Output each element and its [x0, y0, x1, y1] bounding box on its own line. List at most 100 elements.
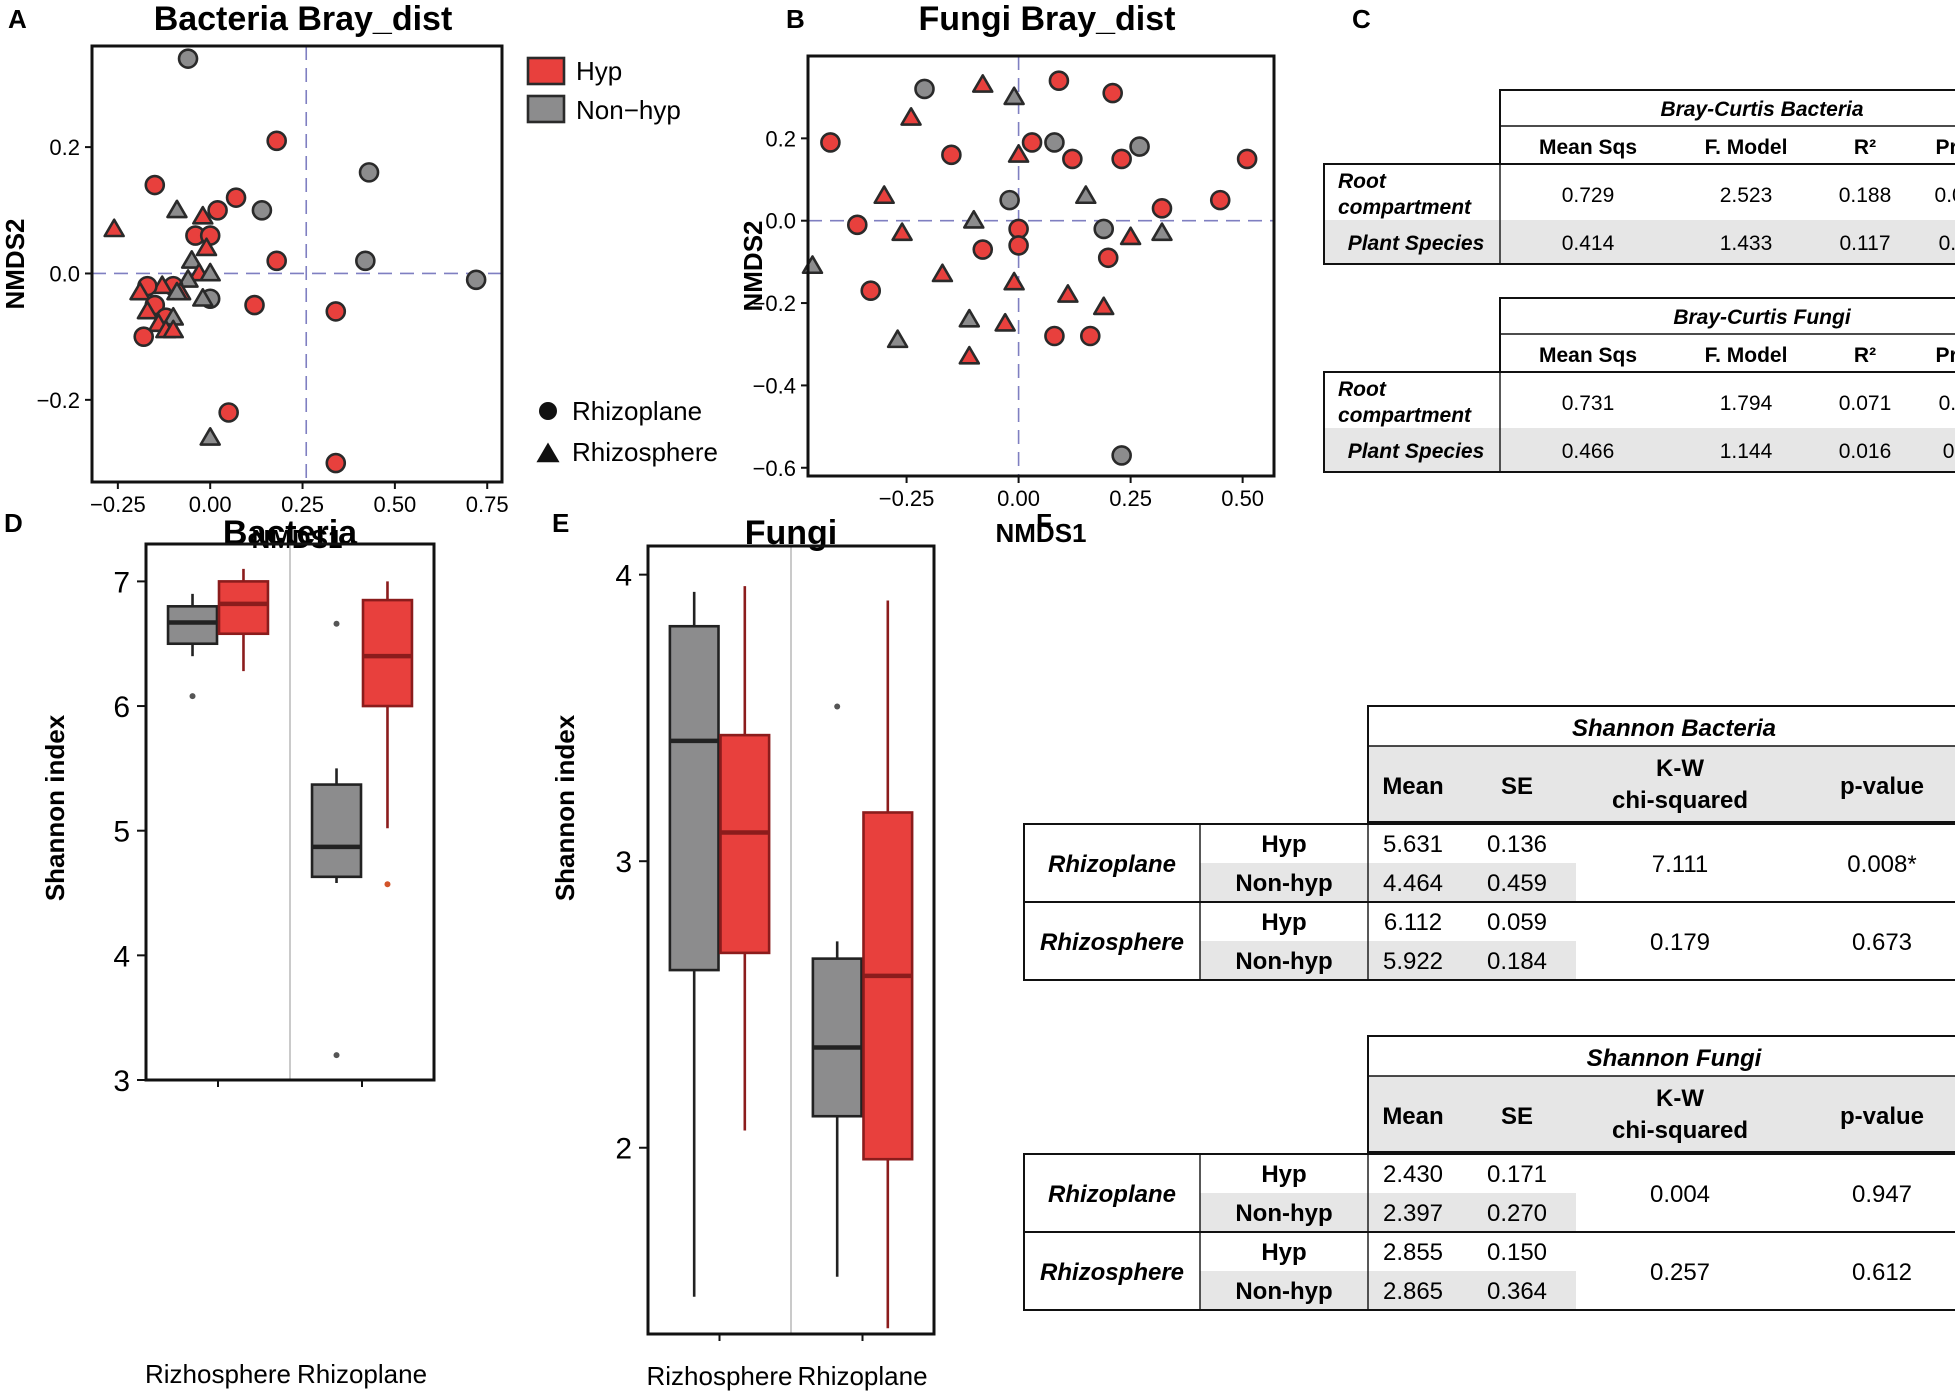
data-point	[166, 281, 188, 301]
x-tick-label: 0.00	[997, 486, 1040, 511]
scatter-panel-b: Fungi Bray_dist −0.25 0.00 0.25 0.50 −0.6 −0.4…	[738, 0, 1276, 548]
data-point	[1075, 185, 1097, 205]
data-point	[914, 78, 935, 100]
table-column-header: SE	[1501, 773, 1533, 800]
legend-nonhyp-swatch	[526, 94, 566, 124]
table-cell: 0.136	[1487, 831, 1547, 858]
data-point	[1151, 198, 1173, 219]
legend-hyp-swatch	[526, 56, 566, 86]
x-tick-label: 0.50	[1221, 486, 1264, 511]
box-outlier	[333, 620, 340, 627]
data-point	[325, 452, 347, 474]
table-c-fungi: Bray-Curtis Fungi Mean Sqs F. Model R² Pr (>…	[1323, 297, 1955, 473]
table-cell: 0.731	[1562, 392, 1615, 415]
y-tick-label: −0.2	[753, 291, 796, 316]
x-axis-label: NMDS1	[251, 524, 342, 554]
table-title: Bray-Curtis Bacteria	[1660, 98, 1863, 121]
data-point	[941, 144, 962, 166]
data-point	[1236, 148, 1258, 170]
box-iqr	[310, 783, 363, 879]
row-sublabel: Non-hyp	[1235, 1278, 1332, 1305]
header-frame-outline	[1367, 1035, 1955, 1153]
table-cell: 0.014*	[1939, 392, 1955, 415]
table-cell: 0.729	[1562, 184, 1615, 207]
table-column-header: K-W	[1656, 1085, 1704, 1112]
x-tick-label: −0.25	[90, 492, 146, 517]
data-point	[958, 308, 981, 328]
table-column-header: K-W	[1656, 755, 1704, 782]
data-point	[355, 250, 376, 272]
table-cell: 5.922	[1383, 948, 1443, 975]
data-point	[103, 218, 125, 238]
data-point	[1111, 445, 1132, 466]
data-point	[358, 162, 380, 183]
table-title: Bray-Curtis Fungi	[1673, 306, 1852, 329]
table-cell: 2.523	[1720, 184, 1773, 207]
header-frame-outline	[1367, 705, 1955, 823]
legend: Hyp Non−hyp Rhizoplane Rhizosphere	[526, 56, 718, 467]
y-tick-label: 0.2	[49, 135, 80, 160]
table-cell: 0.179	[1650, 929, 1710, 956]
table-column-header: Mean	[1382, 1103, 1443, 1130]
data-point	[971, 74, 994, 93]
panel-label-f: F	[1036, 508, 1052, 538]
y-tick-label: 0.2	[765, 126, 796, 151]
box-iqr	[719, 733, 771, 955]
table-cell: 2.855	[1383, 1239, 1443, 1266]
x-category-label: Rizhosphere	[647, 1361, 793, 1391]
chart-title: Fungi Bray_dist	[919, 0, 1176, 38]
y-axis-label: NMDS2	[738, 220, 768, 311]
x-tick-label: 0.50	[373, 492, 416, 517]
row-label: Rhizosphere	[1040, 929, 1184, 956]
legend-triangle-icon	[536, 442, 560, 463]
plot-frame	[90, 44, 504, 484]
data-point	[1044, 132, 1065, 153]
panel-label-d: D	[4, 508, 23, 538]
table-cell: 0.002**	[1935, 184, 1955, 207]
y-tick-label: 4	[615, 560, 632, 593]
row-sublabel: Non-hyp	[1235, 870, 1332, 897]
table-cell: 0.947	[1852, 1181, 1912, 1208]
table-cell: 0.466	[1562, 440, 1615, 463]
plot-frame	[646, 544, 936, 1336]
table-column-header: Mean Sqs	[1539, 136, 1637, 159]
body-frame	[1323, 371, 1955, 473]
x-tick-label: 0.25	[1109, 486, 1152, 511]
table-column-header: Mean	[1382, 773, 1443, 800]
table-column-header: R²	[1854, 136, 1876, 159]
data-point	[873, 185, 895, 205]
data-point	[820, 132, 841, 153]
panel-label-e: E	[552, 508, 569, 538]
y-tick-label: −0.2	[37, 388, 80, 413]
panel-label-b: B	[786, 4, 805, 34]
data-point	[994, 312, 1016, 332]
data-point	[1003, 86, 1025, 106]
table-f-fungi: Shannon Fungi Mean SE K-W chi-squared p-value…	[1023, 1035, 1955, 1311]
plot-frame	[806, 54, 1276, 478]
table-cell: 0.270	[1487, 1200, 1547, 1227]
data-point	[846, 214, 868, 236]
table-cell: 2.865	[1383, 1278, 1443, 1305]
y-axis-label: Shannon index	[550, 714, 580, 901]
table-f-bacteria: Shannon Bacteria Mean SE K-W chi-squared p-va…	[1023, 705, 1955, 981]
row-sublabel: Hyp	[1261, 1161, 1306, 1188]
data-point	[1097, 247, 1119, 269]
data-point	[166, 199, 188, 219]
box-outlier	[834, 703, 841, 710]
data-point	[144, 174, 166, 196]
row-label: Rhizoplane	[1048, 851, 1176, 878]
box-iqr	[668, 624, 720, 972]
data-point	[900, 107, 922, 126]
y-tick-label: 3	[113, 1065, 130, 1098]
shaded-row	[1200, 1271, 1576, 1310]
table-cell: 0.414	[1562, 232, 1615, 255]
row-sublabel: Non-hyp	[1235, 1200, 1332, 1227]
table-cell: 0.257	[1650, 1259, 1710, 1286]
table-column-header: SE	[1501, 1103, 1533, 1130]
table-column-header: p-value	[1840, 773, 1924, 800]
table-cell: 0.150	[1487, 1239, 1547, 1266]
data-point	[192, 205, 214, 225]
table-cell: 0.004	[1650, 1181, 1710, 1208]
y-tick-label: 0.0	[765, 209, 796, 234]
